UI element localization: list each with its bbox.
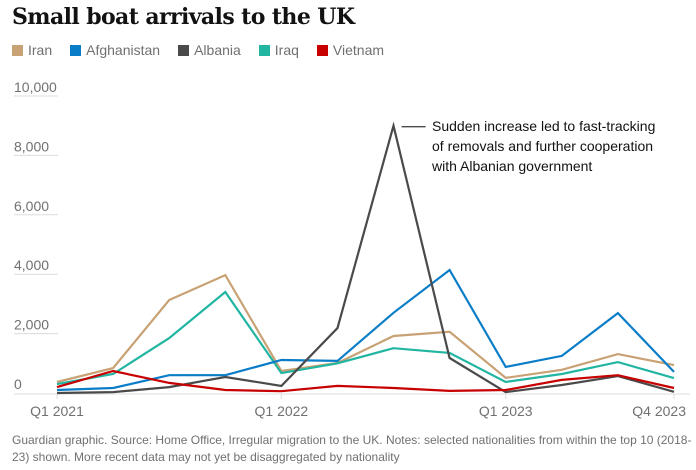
legend-item-iran: Iran (12, 42, 52, 58)
legend-item-vietnam: Vietnam (316, 42, 385, 58)
legend-item-albania: Albania (178, 42, 241, 58)
x-tick-label: Q1 2023 (479, 403, 533, 419)
footer-note: Guardian graphic. Source: Home Office, I… (12, 433, 692, 464)
legend-item-afghanistan: Afghanistan (70, 42, 160, 58)
legend-swatch (178, 44, 190, 56)
chart-title: Small boat arrivals to the UK (12, 4, 355, 30)
legend-label: Iran (28, 42, 53, 58)
y-tick-label: 10,000 (14, 79, 57, 95)
series-line-afghanistan (56, 268, 675, 392)
series-line-vietnam (56, 369, 675, 393)
legend-swatch (316, 44, 328, 56)
legend-swatch (12, 44, 23, 56)
x-tick-label: Q4 2023 (632, 403, 686, 419)
legend-swatch (258, 44, 270, 56)
y-tick-label: 0 (14, 376, 22, 392)
chart-plot: 0 2,000 4,000 6,000 8,000 10,000 Q1 2021 Q1 202… (14, 79, 690, 419)
legend-label: Vietnam (332, 42, 385, 58)
series-line-iraq (56, 290, 675, 386)
y-tick-label: 6,000 (14, 198, 49, 214)
annotation-albania: Sudden increase led to fast-tracking of … (432, 118, 656, 174)
legend-label: Iraq (274, 42, 299, 58)
series-line-albania (56, 121, 675, 395)
y-tick-label: 2,000 (14, 317, 49, 333)
x-tick-label: Q1 2022 (255, 403, 309, 419)
series-line-iran (56, 273, 675, 384)
y-tick-label: 8,000 (14, 138, 49, 154)
legend: Iran Afghanistan Albania Iraq Vietnam (12, 42, 384, 58)
y-tick-label: 4,000 (14, 257, 49, 273)
legend-label: Albania (194, 42, 241, 58)
legend-label: Afghanistan (86, 42, 161, 58)
x-tick-label: Q1 2021 (30, 403, 84, 419)
legend-swatch (70, 44, 82, 56)
legend-item-iraq: Iraq (258, 42, 299, 58)
